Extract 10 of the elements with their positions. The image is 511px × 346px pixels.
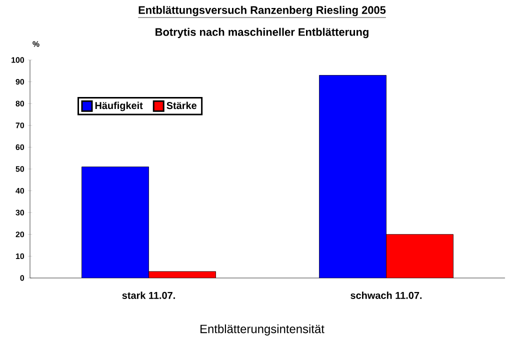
legend-label: Stärke bbox=[166, 102, 196, 110]
x-tick-label: schwach 11.07. bbox=[350, 292, 422, 299]
chart-subtitle: Botrytis nach maschineller Entblätterung bbox=[156, 28, 368, 38]
bar bbox=[319, 75, 386, 278]
bar bbox=[386, 234, 454, 278]
bar bbox=[82, 166, 149, 278]
legend-label: Häufigkeit bbox=[95, 102, 143, 112]
chart-title: Entblättungsversuch Ranzenberg Riesling 2005 bbox=[138, 6, 386, 16]
x-axis-title: Entblätterungsintensität bbox=[200, 324, 324, 336]
x-tick-label: stark 11.07. bbox=[122, 292, 175, 299]
